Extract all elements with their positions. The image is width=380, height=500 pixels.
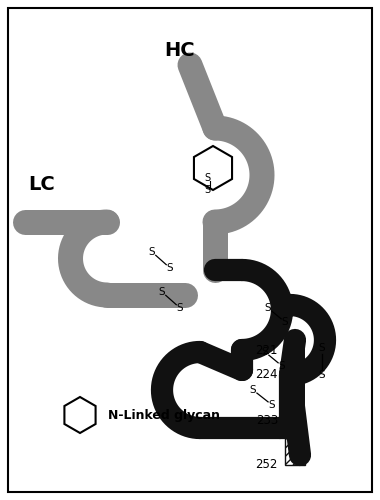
Text: S: S (262, 347, 268, 357)
Text: 221: 221 (255, 344, 278, 356)
Bar (285, 420, 305, 465)
Text: 252: 252 (256, 458, 278, 471)
Polygon shape (65, 397, 96, 433)
Text: S: S (204, 185, 210, 195)
Polygon shape (194, 146, 232, 190)
Text: S: S (279, 361, 285, 371)
Text: S: S (250, 385, 257, 395)
Text: S: S (319, 370, 325, 380)
Text: S: S (167, 263, 173, 273)
Text: LC: LC (28, 176, 55, 195)
Text: S: S (204, 173, 210, 183)
Text: S: S (265, 303, 271, 313)
Text: |: | (321, 358, 323, 366)
Text: S: S (149, 247, 155, 257)
Text: S: S (159, 287, 165, 297)
Text: 233: 233 (256, 414, 278, 426)
Text: N-Linked glycan: N-Linked glycan (108, 408, 220, 422)
Text: S: S (177, 303, 183, 313)
Text: HC: HC (165, 40, 195, 60)
Text: S: S (269, 400, 276, 410)
Text: S: S (319, 343, 325, 353)
Text: 224: 224 (255, 368, 278, 382)
Bar (285, 340, 305, 420)
Text: S: S (282, 317, 288, 327)
